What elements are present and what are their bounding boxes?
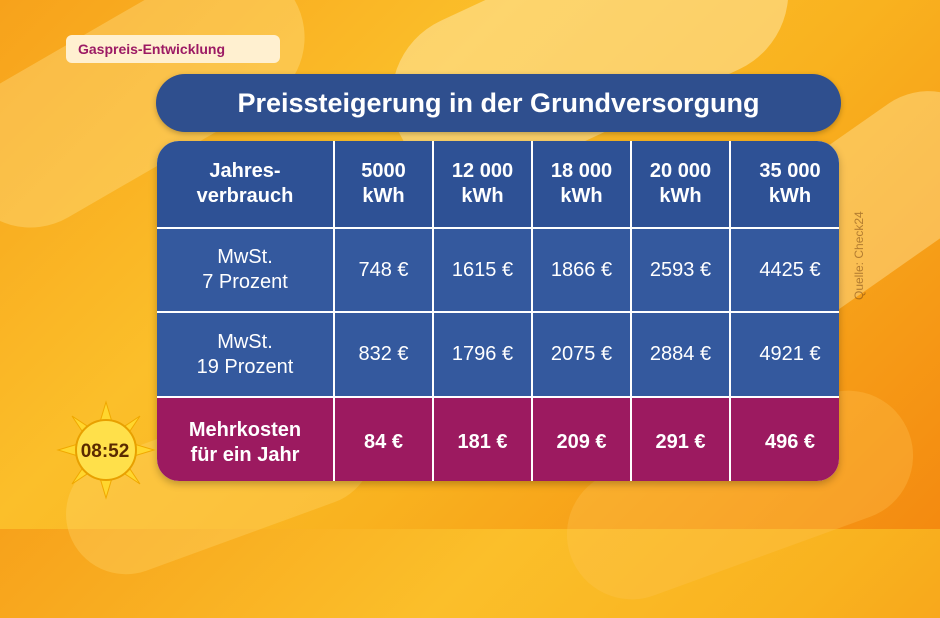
table-cell: 4921 € [731,313,839,396]
header-cell-18000: 18 000 kWh [533,141,630,227]
table-cell: 4425 € [731,229,839,311]
clock-time: 08:52 [80,441,130,462]
table-cell-highlight: 84 € [335,398,432,481]
headline-banner: Preissteigerung in der Grundversorgung [156,74,841,132]
price-table: Jahres- verbrauch 5000 kWh 12 000 kWh 18… [157,141,839,481]
header-cell-20000: 20 000 kWh [632,141,729,227]
row-label-vat-19: MwSt. 19 Prozent [157,313,333,396]
source-credit: Quelle: Check24 [852,211,866,300]
header-cell-5000: 5000 kWh [335,141,432,227]
table-cell: 2884 € [632,313,729,396]
table-cell: 748 € [335,229,432,311]
row-label-vat-7: MwSt. 7 Prozent [157,229,333,311]
table-cell-highlight: 209 € [533,398,630,481]
sun-logo-icon [56,400,156,500]
table-cell-highlight: 496 € [731,398,839,481]
header-cell-consumption: Jahres- verbrauch [157,141,333,227]
table-cell: 2593 € [632,229,729,311]
table-cell-highlight: 291 € [632,398,729,481]
table-cell: 1866 € [533,229,630,311]
header-cell-12000: 12 000 kWh [434,141,531,227]
table-cell-highlight: 181 € [434,398,531,481]
table-cell: 1615 € [434,229,531,311]
table-cell: 832 € [335,313,432,396]
segment-tag: Gaspreis-Entwicklung [66,35,280,63]
header-cell-35000: 35 000 kWh [731,141,839,227]
row-label-extra-costs: Mehrkosten für ein Jahr [157,398,333,481]
table-cell: 1796 € [434,313,531,396]
table-cell: 2075 € [533,313,630,396]
